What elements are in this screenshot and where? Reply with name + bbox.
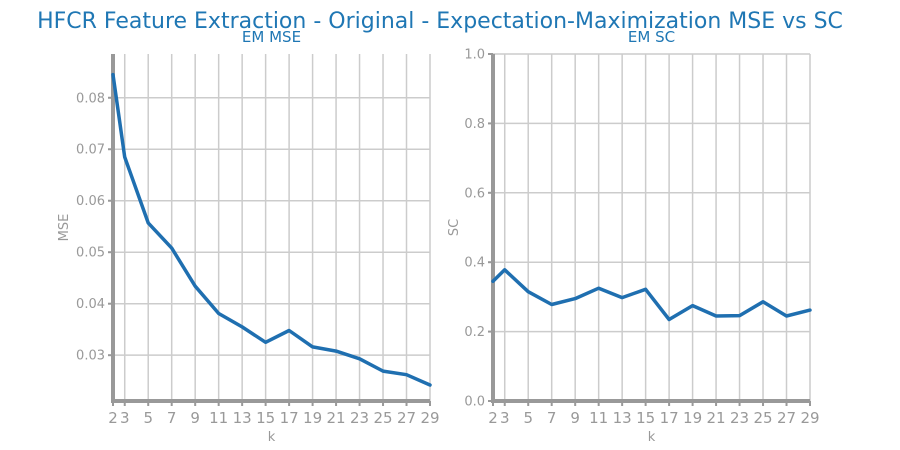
x-tick-label: 25 <box>753 409 772 427</box>
x-tick-label: 15 <box>256 409 275 427</box>
x-tick-label: 2 <box>488 409 498 427</box>
y-tick-label: 0.06 <box>76 194 105 209</box>
y-tick-label: 0.4 <box>464 256 485 271</box>
figure-title: HFCR Feature Extraction - Original - Exp… <box>37 9 843 34</box>
y-tick-label: 0.8 <box>464 117 485 132</box>
x-tick-label: 5 <box>143 409 153 427</box>
y-tick-label: 0.07 <box>76 143 105 158</box>
y-tick-label: 0.0 <box>464 395 485 410</box>
y-tick-label: 0.05 <box>76 246 105 261</box>
x-tick-label: 25 <box>373 409 392 427</box>
x-tick-label: 21 <box>327 409 346 427</box>
x-tick-label: 17 <box>660 409 679 427</box>
x-tick-label: 5 <box>523 409 533 427</box>
y-tick-label: 0.6 <box>464 186 485 201</box>
x-tick-label: 11 <box>589 409 608 427</box>
y-tick-label: 0.04 <box>76 297 105 312</box>
x-tick-label: 23 <box>350 409 369 427</box>
y-tick-label: 1.0 <box>464 48 485 63</box>
x-tick-label: 2 <box>108 409 118 427</box>
series-line <box>111 72 432 387</box>
chart-panel-1: 0.030.040.050.060.070.082 3 5 7 9 11 13 15 17 19 2… <box>57 28 440 445</box>
chart-panels: 0.030.040.050.060.070.082 3 5 7 9 11 13 15 17 19 2… <box>57 28 820 445</box>
x-tick-label: 13 <box>613 409 632 427</box>
x-tick-label: 19 <box>303 409 322 427</box>
y-tick-label: 0.08 <box>76 91 105 106</box>
y-tick-label: 0.03 <box>76 349 105 364</box>
chart-panel-2: 0.00.20.40.60.81.02 3 5 7 9 11 13 15 17 19 21 23 25 2… <box>447 28 820 445</box>
y-axis-label: MSE <box>57 214 72 242</box>
x-tick-label: 11 <box>209 409 228 427</box>
y-tick-label: 0.2 <box>464 325 485 340</box>
x-tick-label: 29 <box>420 409 439 427</box>
x-tick-label: 19 <box>683 409 702 427</box>
x-tick-label: 29 <box>800 409 819 427</box>
x-tick-label: 7 <box>167 409 177 427</box>
x-tick-label: 27 <box>397 409 416 427</box>
x-tick-label: 27 <box>777 409 796 427</box>
x-tick-label: 3 <box>120 409 130 427</box>
x-tick-label: 9 <box>570 409 580 427</box>
x-tick-label: 17 <box>280 409 299 427</box>
x-tick-label: 23 <box>730 409 749 427</box>
x-tick-label: 7 <box>547 409 557 427</box>
subplot-title: EM MSE <box>242 28 301 46</box>
x-tick-label: 21 <box>707 409 726 427</box>
x-axis-label: k <box>648 430 656 445</box>
x-tick-label: 13 <box>233 409 252 427</box>
x-axis-label: k <box>268 430 276 445</box>
x-tick-label: 15 <box>636 409 655 427</box>
subplot-title: EM SC <box>628 28 675 46</box>
series-line <box>491 268 812 322</box>
x-tick-label: 3 <box>500 409 510 427</box>
x-tick-label: 9 <box>190 409 200 427</box>
y-axis-label: SC <box>447 219 462 236</box>
